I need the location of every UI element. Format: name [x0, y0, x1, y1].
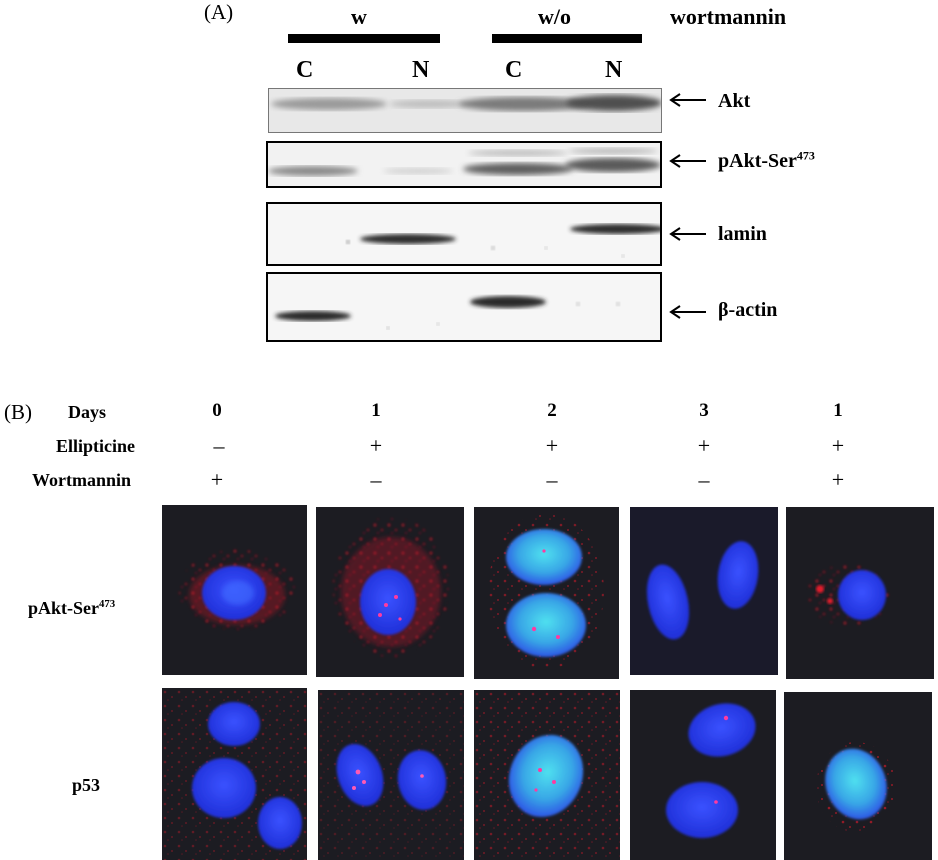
treatment-with-bar [288, 34, 440, 43]
blot-lamin [266, 202, 662, 266]
treatment-agent-label: wortmannin [670, 4, 787, 29]
days-col-3: 2 [547, 400, 557, 421]
treatment-without-bar [492, 34, 642, 43]
treatment-without-label: w/o [538, 4, 571, 29]
wortmannin-col-5: + [831, 467, 845, 492]
ellipticine-col-3: + [545, 433, 559, 458]
ellipticine-col-2: + [369, 433, 383, 458]
micro-p53-day1 [318, 690, 464, 860]
micro-p53-wortmannin [784, 692, 932, 860]
band-label-beta-actin: β-actin [718, 299, 778, 321]
micro-p53-day0 [162, 688, 307, 860]
ellipticine-col-1: – [213, 433, 225, 458]
micro-p53-day3 [630, 690, 776, 860]
row-header-days: Days [68, 402, 107, 422]
band-label-pakt: pAkt-Ser473 [718, 148, 815, 172]
treatment-with-label: w [351, 4, 367, 29]
blot-beta-actin [266, 272, 662, 342]
image-row-label-pakt: pAkt-Ser473 [28, 598, 116, 618]
lane-label-2: N [412, 57, 430, 83]
band-label-lamin: lamin [718, 223, 767, 245]
micro-pakt-wortmannin [786, 507, 934, 679]
micro-pakt-day2 [474, 507, 619, 679]
wortmannin-col-2: – [370, 467, 382, 492]
days-col-1: 0 [212, 400, 222, 421]
micro-pakt-day1 [316, 507, 464, 677]
ellipticine-col-5: + [831, 433, 845, 458]
image-row-label-p53: p53 [72, 775, 101, 795]
micro-p53-day2 [474, 690, 620, 860]
blot-pakt [266, 141, 662, 188]
band-label-akt: Akt [718, 90, 751, 112]
days-col-5: 1 [833, 400, 843, 421]
days-col-2: 1 [371, 400, 381, 421]
wortmannin-col-1: + [210, 467, 224, 492]
arrow-beta-actin-icon [669, 305, 706, 319]
ellipticine-col-4: + [697, 433, 711, 458]
lane-label-4: N [605, 57, 623, 83]
micro-pakt-day3 [630, 507, 778, 675]
wortmannin-col-4: – [698, 467, 710, 492]
lane-label-1: C [296, 57, 314, 83]
days-col-4: 3 [699, 400, 709, 421]
panel-b-label: (B) [4, 400, 32, 424]
row-header-wortmannin: Wortmannin [32, 470, 132, 490]
wortmannin-col-3: – [546, 467, 558, 492]
arrow-pakt-icon [669, 154, 706, 168]
row-header-ellipticine: Ellipticine [56, 436, 136, 456]
lane-label-3: C [505, 57, 523, 83]
blot-akt [268, 88, 662, 133]
micro-pakt-day0 [162, 505, 307, 675]
panel-a-label: (A) [204, 0, 234, 24]
arrow-lamin-icon [669, 227, 706, 241]
arrow-akt-icon [669, 93, 706, 107]
